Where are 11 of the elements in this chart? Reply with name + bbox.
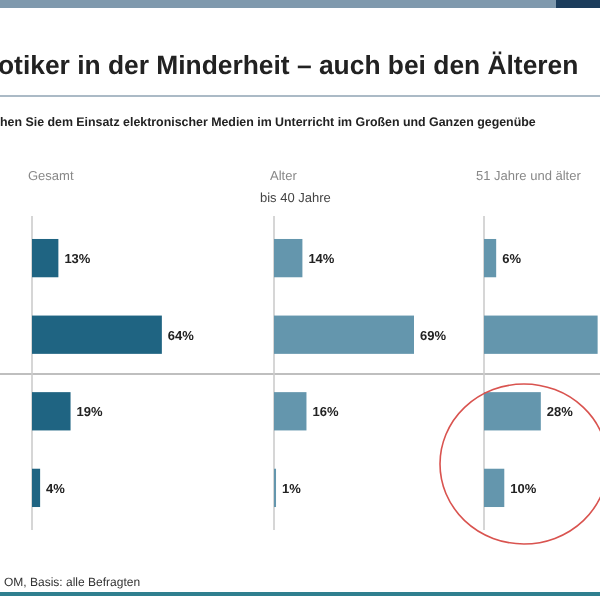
bar bbox=[274, 238, 303, 278]
bar bbox=[484, 392, 541, 431]
bar bbox=[484, 468, 505, 508]
bar bbox=[32, 238, 59, 278]
bar bbox=[484, 315, 598, 354]
bar bbox=[274, 315, 414, 354]
bar bbox=[484, 238, 497, 278]
bar bbox=[274, 392, 307, 431]
bar bbox=[32, 392, 71, 431]
bar bbox=[32, 315, 162, 354]
bar bbox=[32, 468, 41, 508]
